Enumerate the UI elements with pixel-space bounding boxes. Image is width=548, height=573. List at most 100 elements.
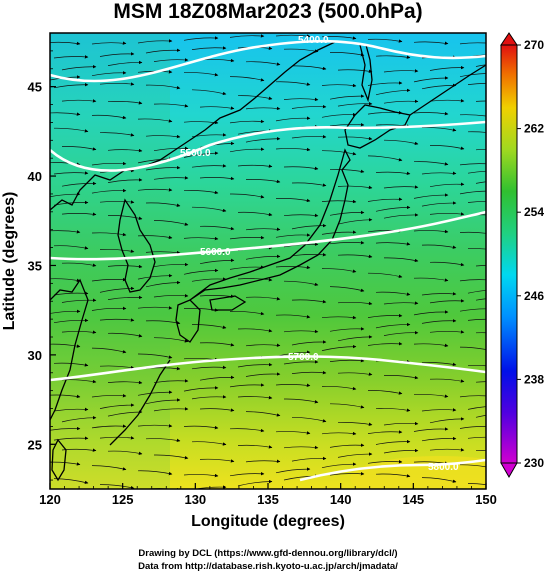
streamline-arrow — [137, 235, 173, 240]
y-tick-label: 30 — [28, 348, 42, 363]
streamline-arrow — [229, 193, 265, 199]
streamline-arrow — [459, 190, 486, 195]
streamline-arrow — [430, 496, 464, 498]
streamline-arrow — [329, 403, 365, 409]
colorbar: 230 238 246 254 262 270 — [500, 32, 544, 479]
streamline-arrow — [375, 205, 411, 212]
streamline-arrow — [413, 343, 449, 348]
streamline-arrow — [475, 298, 486, 301]
coastline-sakhalin — [359, 44, 373, 103]
x-axis: 120 125 130 135 140 145 150 — [39, 483, 497, 507]
streamline-arrow — [383, 375, 419, 380]
streamline-arrow — [275, 116, 311, 122]
contour-label: 5700.0 — [288, 352, 319, 363]
streamline-arrow — [429, 261, 465, 267]
streamline-arrow — [145, 280, 181, 288]
streamline-arrow — [367, 342, 403, 346]
contour-label: 5500.0 — [180, 148, 211, 159]
streamline-arrow — [375, 242, 411, 246]
streamline-arrow — [337, 101, 373, 107]
streamline-arrow — [459, 231, 486, 234]
coastline-hokkaido — [344, 104, 411, 149]
streamline-arrow — [375, 88, 411, 96]
streamline-arrow — [429, 330, 465, 334]
colorbar-gradient — [500, 44, 518, 464]
colorbar-tick-label: 262 — [524, 122, 544, 136]
streamline-arrow — [91, 277, 127, 282]
streamline-arrow — [137, 390, 173, 396]
x-tick-label: 125 — [112, 492, 134, 507]
streamline-arrow — [459, 73, 486, 78]
streamline-arrow — [145, 134, 181, 139]
streamline-arrow — [321, 199, 357, 204]
streamline-arrow — [429, 182, 465, 188]
streamline-arrow — [191, 441, 227, 446]
streamline-arrow — [137, 424, 173, 428]
streamline-arrow — [367, 313, 403, 318]
streamline-arrow — [291, 134, 327, 139]
streamline-arrow — [375, 55, 411, 59]
streamline-arrow — [91, 393, 127, 398]
y-tick-label: 35 — [28, 258, 42, 273]
streamline-arrow — [61, 298, 97, 303]
streamline-arrow — [61, 212, 97, 216]
x-tick-label: 140 — [330, 492, 352, 507]
streamline-arrow — [275, 265, 311, 270]
streamline-arrow — [91, 114, 127, 120]
streamline-arrow — [329, 210, 365, 216]
streamline-arrow — [367, 430, 403, 434]
streamline-arrow — [50, 278, 81, 283]
streamline-arrow — [413, 161, 449, 166]
streamline-arrow — [421, 408, 457, 412]
streamline-arrow — [467, 131, 486, 133]
streamline-arrow — [61, 379, 97, 384]
streamline-arrow — [322, 488, 327, 489]
credit-drawing: Drawing by DCL (https://www.gfd-dennou.o… — [138, 548, 397, 559]
streamline-arrow — [145, 202, 181, 207]
coastline-kurils — [409, 64, 486, 116]
streamline-arrow — [191, 395, 227, 400]
streamline-arrow — [50, 343, 81, 348]
streamline-arrow — [191, 324, 227, 329]
streamline-arrow — [429, 212, 465, 216]
streamline-arrow — [91, 41, 127, 45]
streamline-arrow — [421, 201, 457, 207]
streamline-arrow — [99, 484, 135, 489]
streamline-arrow — [53, 55, 89, 59]
streamline-arrow — [229, 428, 265, 433]
streamline-arrow — [413, 277, 449, 282]
streamline-arrow — [291, 223, 327, 230]
streamline-arrow — [329, 358, 365, 363]
coastline-eurasia — [50, 41, 336, 211]
streamline-arrow — [421, 436, 457, 442]
figure-title: MSM 18Z08Mar2023 (500.0hPa) — [113, 0, 422, 23]
streamline-arrow — [275, 431, 311, 435]
streamline-arrow — [459, 308, 486, 312]
streamline-arrow — [429, 299, 465, 304]
streamline-arrow — [337, 185, 373, 190]
streamline-arrow — [321, 230, 357, 235]
streamline-arrow — [337, 452, 373, 458]
streamline-arrow — [429, 145, 465, 150]
streamline-arrow — [383, 185, 419, 189]
streamline-arrow — [61, 415, 97, 423]
streamline-arrow — [337, 254, 373, 259]
streamline-arrow — [475, 100, 486, 102]
streamline-arrow — [283, 213, 319, 218]
streamline-arrow — [291, 299, 327, 304]
streamline-arrow — [91, 424, 127, 429]
streamline-arrow — [375, 473, 411, 478]
streamline-arrow — [337, 136, 373, 141]
streamline-arrow — [153, 58, 189, 62]
streamline-arrow — [283, 280, 319, 287]
streamline-arrow — [337, 422, 373, 426]
streamline-arrow — [229, 235, 265, 240]
streamline-arrow — [183, 236, 219, 241]
streamline-arrow — [50, 426, 81, 431]
colorbar-tick-label: 270 — [524, 38, 544, 52]
streamline-arrow — [459, 346, 486, 350]
streamline-arrow — [183, 36, 219, 41]
streamline-arrow — [50, 309, 81, 314]
x-tick-label: 145 — [402, 492, 424, 507]
streamline-arrow — [321, 431, 357, 436]
